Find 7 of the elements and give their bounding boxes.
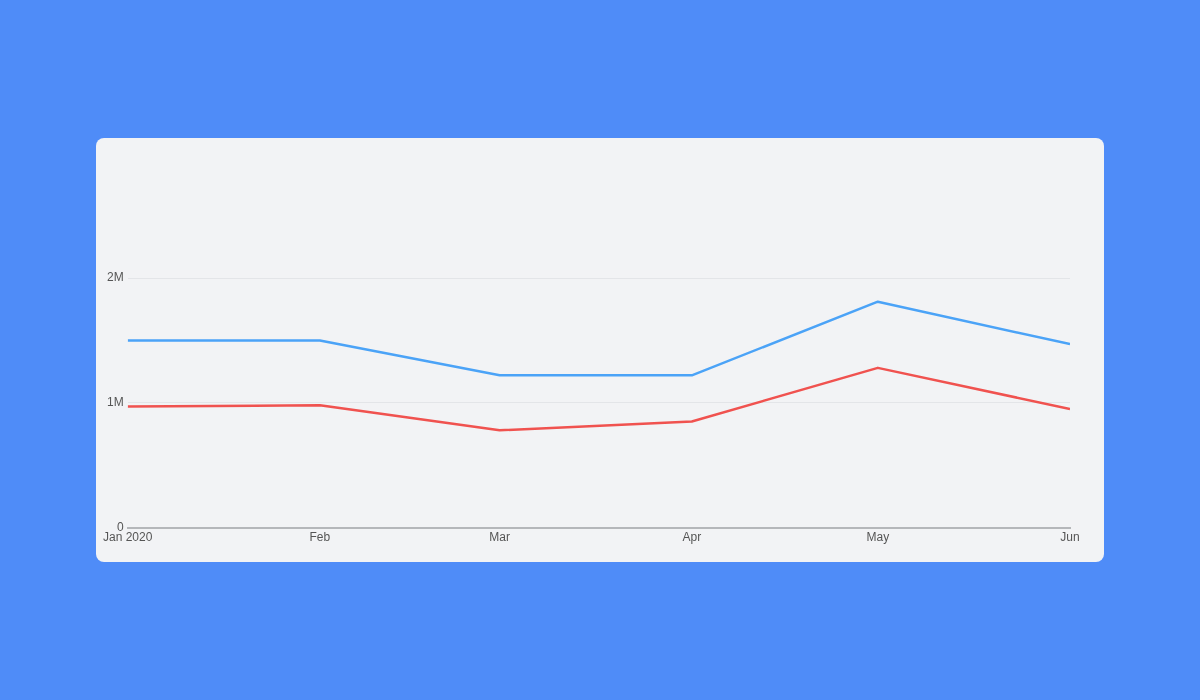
x-tick-label: Apr [682,530,702,545]
y-tick-label: 1M [107,395,124,410]
x-tick-label: Feb [309,530,331,545]
x-tick-label: May [866,530,890,545]
x-tick-label: Mar [489,530,510,545]
y-tick-label: 2M [107,270,124,285]
x-tick-label: Jun [1060,530,1080,545]
